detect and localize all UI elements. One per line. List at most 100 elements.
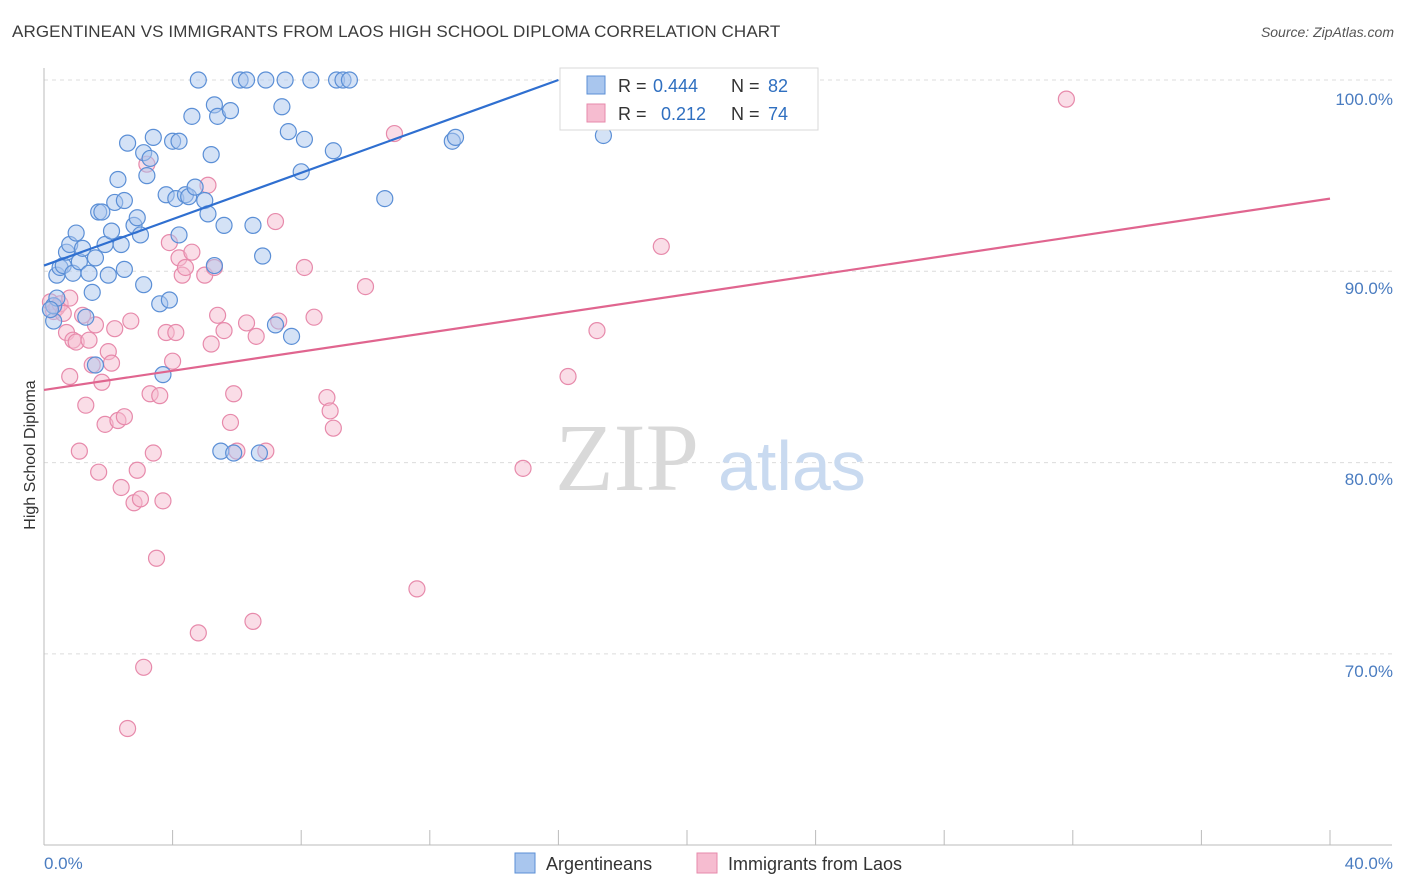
data-point: [170, 226, 188, 244]
data-point: [106, 320, 124, 338]
data-point: [154, 492, 172, 510]
watermark-atlas: atlas: [718, 427, 866, 505]
data-point: [115, 191, 133, 210]
data-point: [254, 247, 272, 265]
data-point: [183, 107, 201, 125]
data-point: [128, 209, 146, 227]
data-point: [61, 367, 79, 386]
data-point: [141, 149, 159, 168]
series-argentineans-points: [41, 71, 613, 462]
data-point: [225, 444, 243, 462]
data-point: [221, 102, 240, 120]
y-axis-label: High School Diploma: [22, 380, 39, 530]
legend-r-value-1: 0.444: [653, 76, 698, 96]
legend-swatch-argentineans: [586, 75, 606, 95]
data-point: [321, 402, 339, 420]
data-point: [189, 71, 207, 89]
data-point: [102, 222, 121, 240]
data-point: [183, 243, 201, 261]
data-point: [93, 203, 111, 221]
data-point: [324, 419, 342, 437]
data-point: [90, 463, 108, 481]
data-point: [144, 128, 162, 146]
data-point: [118, 719, 137, 738]
grid-lines: [44, 79, 1392, 655]
trend-line-argentineans: [43, 78, 559, 267]
trend-line-laos: [43, 197, 1331, 391]
data-point: [154, 366, 172, 384]
data-point: [115, 408, 133, 426]
data-point: [115, 260, 133, 278]
data-point: [112, 235, 130, 254]
data-point: [205, 256, 223, 275]
bottom-legend-argentineans: Argentineans: [546, 854, 652, 874]
data-point: [138, 167, 156, 185]
data-point: [112, 478, 130, 497]
data-point: [376, 190, 394, 208]
data-point: [324, 142, 342, 160]
data-point: [77, 308, 95, 326]
y-tick-labels: 100.0% 90.0% 80.0% 70.0%: [1335, 90, 1393, 681]
data-point: [99, 266, 117, 284]
data-point: [244, 216, 262, 234]
data-point: [295, 258, 314, 277]
data-point: [225, 385, 243, 403]
data-point: [80, 331, 98, 349]
data-point: [131, 490, 150, 508]
bottom-legend-laos: Immigrants from Laos: [728, 854, 902, 874]
data-point: [70, 442, 88, 460]
legend-n-value-1: 82: [768, 76, 788, 96]
y-tick-label-80: 80.0%: [1345, 470, 1393, 489]
data-point: [247, 327, 265, 345]
chart-title: ARGENTINEAN VS IMMIGRANTS FROM LAOS HIGH…: [12, 22, 781, 41]
data-point: [279, 123, 297, 141]
stats-legend: R = 0.444 N = 82 R = 0.212 N = 74: [559, 67, 819, 131]
data-point: [340, 71, 359, 89]
legend-swatch-laos: [586, 103, 606, 123]
data-point: [356, 278, 375, 296]
data-point: [135, 276, 153, 294]
data-point: [164, 352, 182, 370]
data-point: [80, 264, 98, 282]
data-point: [276, 71, 294, 89]
data-point: [221, 413, 240, 432]
legend-r-value-2: 0.212: [661, 104, 706, 124]
data-point: [302, 71, 320, 89]
bottom-legend-swatch-argentineans: [514, 852, 536, 874]
data-point: [295, 130, 314, 148]
data-point: [83, 283, 101, 301]
data-point: [135, 658, 153, 676]
data-point: [652, 237, 670, 256]
data-point: [189, 624, 207, 642]
data-point: [559, 367, 577, 386]
trend-lines: [43, 78, 1331, 391]
legend-n-value-2: 74: [768, 104, 788, 124]
data-point: [167, 323, 185, 342]
data-point: [118, 134, 137, 152]
data-point: [131, 226, 150, 244]
y-tick-label-90: 90.0%: [1345, 279, 1393, 298]
data-point: [176, 258, 195, 277]
data-point: [282, 327, 301, 345]
data-point: [144, 444, 162, 462]
data-point: [408, 580, 426, 598]
data-point: [128, 461, 146, 479]
data-point: [266, 212, 285, 231]
data-point: [109, 170, 127, 189]
data-point: [209, 306, 227, 324]
data-point: [1057, 90, 1075, 108]
data-point: [186, 178, 204, 196]
data-point: [122, 312, 140, 330]
source-label: Source: ZipAtlas.com: [1260, 24, 1394, 40]
data-point: [237, 314, 256, 332]
data-point: [147, 549, 166, 567]
data-point: [237, 71, 256, 89]
legend-r-label-1: R =: [618, 76, 647, 96]
data-point: [160, 291, 178, 309]
data-point: [215, 216, 233, 234]
data-point: [257, 71, 275, 89]
data-point: [86, 249, 105, 267]
axes: [43, 68, 1392, 846]
y-tick-label-100: 100.0%: [1335, 90, 1393, 109]
